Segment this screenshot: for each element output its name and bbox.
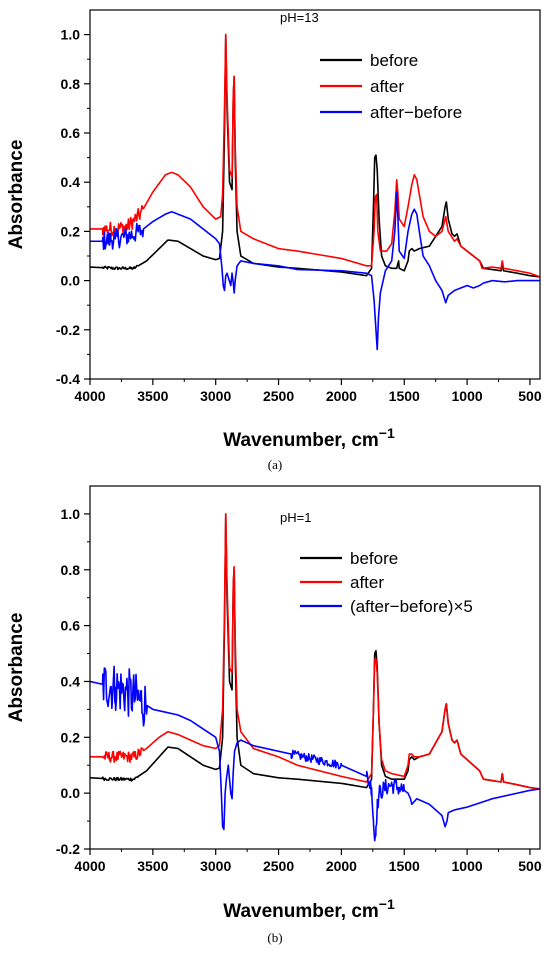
x-tick-label: 1000	[452, 858, 483, 874]
series-line-1	[90, 513, 540, 790]
y-tick-label: 0.2	[61, 729, 81, 745]
chart-panel-2: 4000 3500 3000 2500 2000 1500 1000 500 -0.2 0.0 0.…	[6, 485, 542, 945]
y-tick-label: 0.0	[61, 785, 81, 801]
panel-caption: (a)	[268, 457, 282, 472]
x-tick-label: 500	[518, 858, 542, 874]
y-axis-title: Absorbance	[6, 613, 27, 723]
series-line-2	[90, 513, 540, 790]
series-line-1	[90, 33, 540, 278]
plot-frame	[89, 485, 541, 850]
chart-panel-1: 4000 3500 3000 2500 2000 1500 1000 500 -0.4 -0.2 0…	[6, 9, 542, 472]
plot-area	[90, 513, 540, 842]
x-tick-label: 4000	[74, 388, 105, 404]
plot-area	[90, 33, 540, 351]
x-tick-label: 2000	[326, 388, 357, 404]
y-tick-label: 0.2	[61, 223, 81, 239]
ph-annotation: pH=13	[280, 10, 319, 25]
y-tick-label: 0.8	[61, 76, 81, 92]
legend-label-2: after	[350, 573, 384, 592]
series-line-2	[90, 33, 540, 278]
y-tick-label: 0.6	[61, 618, 81, 634]
x-tick-label: 2000	[326, 858, 357, 874]
x-tick-label: 3000	[200, 858, 231, 874]
x-tick-label: 1500	[389, 858, 420, 874]
legend-label-1: before	[370, 51, 418, 70]
panel-caption: (b)	[267, 930, 282, 945]
x-tick-label: 1500	[389, 388, 420, 404]
x-axis-title-superscript: −1	[379, 425, 395, 441]
x-tick-label: 3500	[137, 388, 168, 404]
x-tick-label: 4000	[74, 858, 105, 874]
x-axis-title: Wavenumber, cm−1	[223, 896, 395, 922]
y-tick-label: -0.2	[56, 841, 80, 857]
y-axis-title: Absorbance	[6, 140, 27, 250]
ph-annotation: pH=1	[280, 510, 311, 525]
x-axis-title-superscript: −1	[379, 896, 395, 912]
y-tick-label: 0.6	[61, 125, 81, 141]
y-tick-label: 0.4	[61, 673, 81, 689]
x-tick-label: 3500	[137, 858, 168, 874]
y-tick-label: -0.2	[56, 322, 80, 338]
legend-label-3: (after−before)×5	[350, 597, 473, 616]
legend-label-1: before	[350, 549, 398, 568]
legend-label-3: after−before	[370, 103, 462, 122]
y-tick-label: 0.4	[61, 174, 81, 190]
x-tick-label: 2500	[263, 388, 294, 404]
x-axis-title-main: Wavenumber, cm	[223, 901, 379, 922]
x-tick-label: 500	[518, 388, 542, 404]
x-tick-label: 3000	[200, 388, 231, 404]
series-line-3	[90, 191, 540, 351]
x-tick-label: 2500	[263, 858, 294, 874]
x-axis-title-main: Wavenumber, cm	[223, 430, 379, 451]
legend-label-2: after	[370, 77, 404, 96]
plot-frame	[89, 9, 541, 380]
y-tick-label: 0.0	[61, 273, 81, 289]
x-tick-label: 1000	[452, 388, 483, 404]
x-axis-title: Wavenumber, cm−1	[223, 425, 395, 451]
y-tick-label: 0.8	[61, 562, 81, 578]
y-tick-label: 1.0	[61, 27, 81, 43]
y-tick-label: 1.0	[61, 506, 81, 522]
series-line-3	[90, 665, 540, 842]
legend: before after (after−before)×5	[300, 549, 473, 616]
y-tick-label: -0.4	[56, 371, 80, 387]
legend: before after after−before	[320, 51, 462, 122]
